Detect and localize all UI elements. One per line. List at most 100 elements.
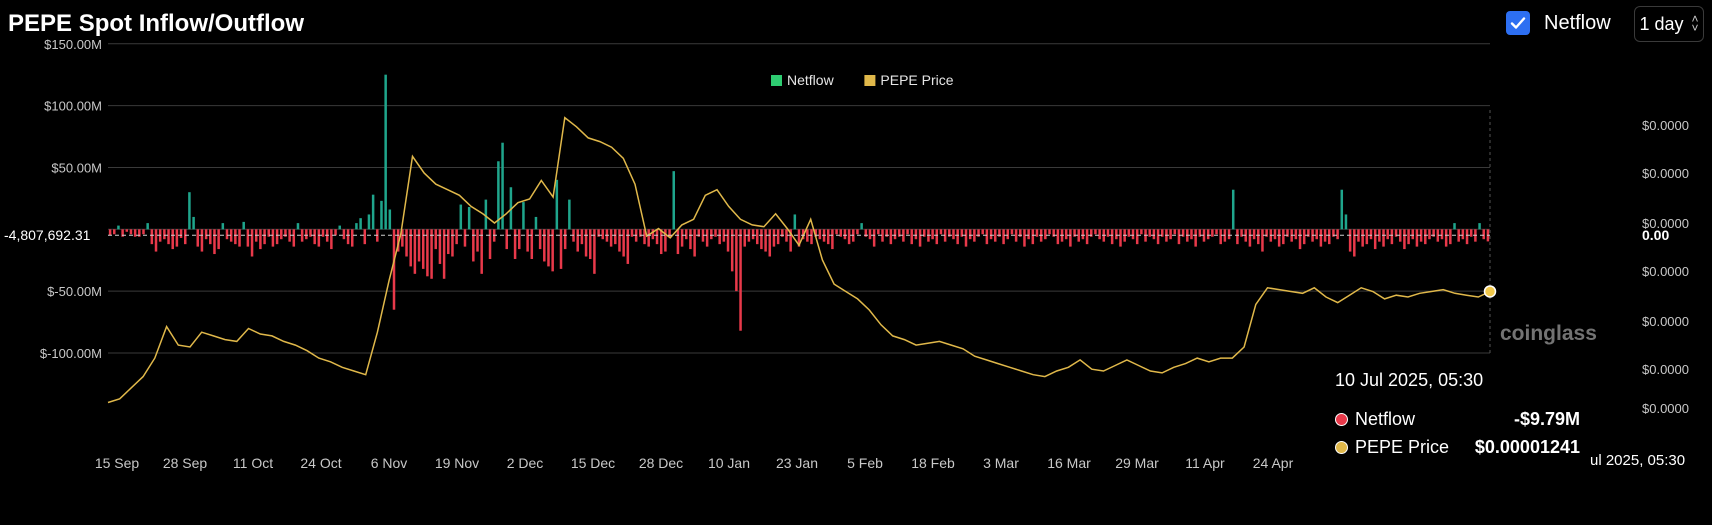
netflow-bar [455, 229, 458, 245]
netflow-bar [1035, 229, 1039, 237]
netflow-bars [108, 74, 1490, 331]
netflow-bar [242, 221, 245, 230]
netflow-bar [430, 229, 433, 279]
netflow-bar [664, 229, 667, 252]
netflow-bar [1373, 229, 1377, 250]
netflow-bar [1390, 229, 1394, 245]
netflow-bar [518, 229, 521, 250]
netflow-toggle[interactable]: Netflow [1506, 11, 1611, 35]
netflow-bar [952, 229, 955, 240]
netflow-bar [1307, 229, 1310, 237]
netflow-bar [113, 229, 116, 235]
netflow-bar [1294, 229, 1298, 240]
price-dot-icon [1335, 441, 1348, 454]
netflow-bar [246, 229, 250, 247]
right-tick-label: $0.0000 [1642, 166, 1689, 181]
netflow-bar [401, 229, 404, 247]
x-tick-label: 19 Nov [435, 455, 479, 471]
netflow-bar [509, 187, 513, 230]
netflow-bar [1098, 229, 1101, 240]
netflow-bar [918, 229, 922, 247]
netflow-bar [1094, 229, 1097, 235]
netflow-bar [1198, 229, 1202, 237]
netflow-bar [108, 229, 112, 236]
netflow-bar [530, 229, 534, 259]
netflow-bar [1181, 229, 1185, 237]
netflow-bar [421, 229, 425, 269]
netflow-bar [1457, 229, 1460, 242]
netflow-bar [313, 229, 316, 245]
x-tick-label: 28 Sep [163, 455, 208, 471]
netflow-bar [346, 229, 350, 245]
netflow-bar [1152, 229, 1156, 240]
right-tick-label: $0.0000 [1642, 401, 1689, 416]
coinglass-watermark: coinglass [1500, 322, 1597, 345]
netflow-bar [977, 229, 980, 237]
netflow-bar [902, 229, 905, 242]
crosshair-right-label: 0.00 [1642, 227, 1669, 243]
netflow-bar [1027, 229, 1030, 240]
netflow-bar [864, 229, 868, 237]
netflow-bar [1449, 229, 1452, 245]
tooltip-row-price: PEPE Price $0.00001241 [1335, 437, 1580, 458]
netflow-bar [743, 229, 746, 247]
netflow-bar [1006, 229, 1010, 240]
netflow-bar [467, 207, 471, 230]
netflow-bar [889, 229, 893, 245]
netflow-bar [714, 229, 717, 237]
interval-select[interactable]: 1 day ˄ ˅ [1634, 6, 1704, 42]
netflow-bar [355, 223, 358, 230]
netflow-bar [793, 214, 797, 230]
netflow-bar [1135, 229, 1139, 245]
netflow-bar [1044, 229, 1047, 240]
netflow-bar [1106, 229, 1110, 237]
netflow-bar [1173, 229, 1177, 235]
netflow-bar [1073, 229, 1076, 237]
netflow-bar [1148, 229, 1151, 237]
netflow-bar [1077, 229, 1080, 242]
netflow-bar [730, 229, 734, 272]
netflow-bar [559, 229, 563, 269]
netflow-bar [1081, 229, 1085, 240]
netflow-bar [342, 229, 346, 240]
netflow-bar [179, 229, 183, 238]
netflow-bar [501, 142, 504, 230]
crosshair: -4,807,692.31 0.00 [0, 225, 1669, 298]
x-tick-label: 6 Nov [371, 455, 408, 471]
netflow-bar [985, 229, 989, 245]
legend-label: PEPE Price [880, 72, 953, 88]
netflow-bar [1190, 229, 1193, 240]
netflow-bar [647, 229, 650, 247]
netflow-bar [334, 229, 337, 236]
netflow-bar [839, 229, 843, 237]
crosshair-x-label: ul 2025, 05:30 [1590, 452, 1686, 469]
netflow-bar [488, 229, 492, 259]
netflow-bar [1453, 223, 1456, 230]
tooltip-value: $0.00001241 [1474, 437, 1580, 457]
netflow-bar [1440, 229, 1444, 240]
netflow-bar [580, 229, 584, 245]
netflow-bar [1227, 229, 1231, 240]
chart-legend: Netflow PEPE Price [771, 72, 954, 88]
netflow-bar [914, 229, 918, 240]
netflow-bar [1424, 229, 1427, 245]
netflow-bar [292, 229, 296, 247]
netflow-bar [259, 229, 262, 250]
netflow-bar [1332, 229, 1335, 237]
netflow-bar [121, 229, 124, 237]
netflow-bar [204, 229, 208, 240]
netflow-checkbox[interactable] [1506, 11, 1530, 35]
netflow-bar [718, 229, 721, 245]
netflow-bar [1069, 229, 1072, 247]
netflow-bar [526, 229, 529, 252]
netflow-bar [434, 229, 438, 250]
netflow-bar [447, 229, 450, 255]
netflow-bar [1119, 229, 1122, 247]
netflow-bar [522, 202, 525, 230]
netflow-bar [943, 229, 947, 242]
netflow-bar [1156, 229, 1160, 245]
netflow-bar [639, 229, 642, 237]
netflow-bar [868, 229, 872, 240]
right-tick-label: $0.0000 [1642, 264, 1689, 279]
